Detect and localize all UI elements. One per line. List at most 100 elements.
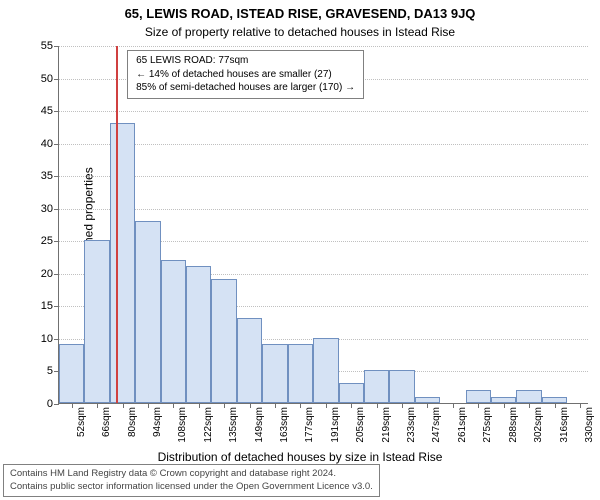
xtick-label: 205sqm [355,407,366,443]
xtick-mark [478,403,479,408]
histogram-bar [84,240,109,403]
xtick-label: 302sqm [533,407,544,443]
ytick-mark [54,241,59,242]
ytick-label: 55 [41,40,53,52]
histogram-bar [364,370,389,403]
x-axis-label: Distribution of detached houses by size … [0,450,600,464]
footer-line-1: Contains HM Land Registry data © Crown c… [10,468,373,480]
histogram-bar [211,279,236,403]
xtick-mark [173,403,174,408]
ytick-mark [54,176,59,177]
xtick-mark [300,403,301,408]
ytick-mark [54,46,59,47]
annotation-box: 65 LEWIS ROAD: 77sqm← 14% of detached ho… [127,50,364,99]
ytick-label: 40 [41,138,53,150]
histogram-bar [186,266,211,403]
ytick-label: 0 [47,398,53,410]
xtick-label: 247sqm [431,407,442,443]
xtick-label: 316sqm [559,407,570,443]
xtick-mark [148,403,149,408]
ytick-mark [54,144,59,145]
xtick-label: 80sqm [127,407,138,437]
ytick-mark [54,339,59,340]
ytick-label: 50 [41,73,53,85]
xtick-label: 66sqm [101,407,112,437]
xtick-label: 163sqm [279,407,290,443]
histogram-bar [237,318,262,403]
ytick-mark [54,306,59,307]
xtick-label: 330sqm [584,407,595,443]
ytick-label: 45 [41,105,53,117]
annotation-line-1: 65 LEWIS ROAD: 77sqm [136,54,355,68]
xtick-mark [123,403,124,408]
ytick-label: 15 [41,300,53,312]
ytick-mark [54,404,59,405]
footer-line-2: Contains public sector information licen… [10,481,373,493]
xtick-mark [555,403,556,408]
grid-line [59,176,588,177]
ytick-mark [54,79,59,80]
xtick-mark [351,403,352,408]
grid-line [59,144,588,145]
ytick-label: 25 [41,235,53,247]
ytick-label: 10 [41,333,53,345]
xtick-label: 52sqm [76,407,87,437]
xtick-label: 233sqm [406,407,417,443]
attribution-footer: Contains HM Land Registry data © Crown c… [3,464,380,497]
xtick-label: 191sqm [330,407,341,443]
xtick-label: 177sqm [304,407,315,443]
plot-area: 051015202530354045505552sqm66sqm80sqm94s… [58,46,588,404]
xtick-mark [250,403,251,408]
xtick-label: 149sqm [254,407,265,443]
xtick-mark [199,403,200,408]
xtick-mark [402,403,403,408]
histogram-bar [339,383,364,403]
plot-inner: 051015202530354045505552sqm66sqm80sqm94s… [58,46,588,404]
xtick-mark [97,403,98,408]
histogram-bar [288,344,313,403]
histogram-bar [389,370,414,403]
xtick-mark [580,403,581,408]
chart-title-sub: Size of property relative to detached ho… [0,25,600,39]
ytick-mark [54,111,59,112]
grid-line [59,46,588,47]
xtick-mark [377,403,378,408]
xtick-label: 135sqm [228,407,239,443]
ytick-label: 30 [41,203,53,215]
ytick-label: 5 [47,365,53,377]
xtick-mark [224,403,225,408]
grid-line [59,209,588,210]
histogram-bar [135,221,160,403]
histogram-bar [161,260,186,403]
xtick-mark [72,403,73,408]
xtick-mark [453,403,454,408]
ytick-label: 20 [41,268,53,280]
histogram-bar [110,123,135,403]
xtick-label: 94sqm [152,407,163,437]
xtick-label: 108sqm [177,407,188,443]
ytick-mark [54,209,59,210]
reference-line [116,46,118,403]
grid-line [59,111,588,112]
ytick-mark [54,274,59,275]
histogram-bar [466,390,491,403]
chart-container: 65, LEWIS ROAD, ISTEAD RISE, GRAVESEND, … [0,0,600,500]
xtick-mark [529,403,530,408]
xtick-label: 122sqm [203,407,214,443]
xtick-label: 219sqm [381,407,392,443]
histogram-bar [516,390,541,403]
annotation-line-2: ← 14% of detached houses are smaller (27… [136,68,355,82]
histogram-bar [313,338,338,403]
ytick-label: 35 [41,170,53,182]
xtick-mark [326,403,327,408]
xtick-label: 275sqm [482,407,493,443]
histogram-bar [59,344,84,403]
chart-title-main: 65, LEWIS ROAD, ISTEAD RISE, GRAVESEND, … [0,6,600,21]
xtick-label: 288sqm [508,407,519,443]
histogram-bar [262,344,287,403]
xtick-mark [275,403,276,408]
xtick-label: 261sqm [457,407,468,443]
xtick-mark [427,403,428,408]
xtick-mark [504,403,505,408]
annotation-line-3: 85% of semi-detached houses are larger (… [136,81,355,95]
